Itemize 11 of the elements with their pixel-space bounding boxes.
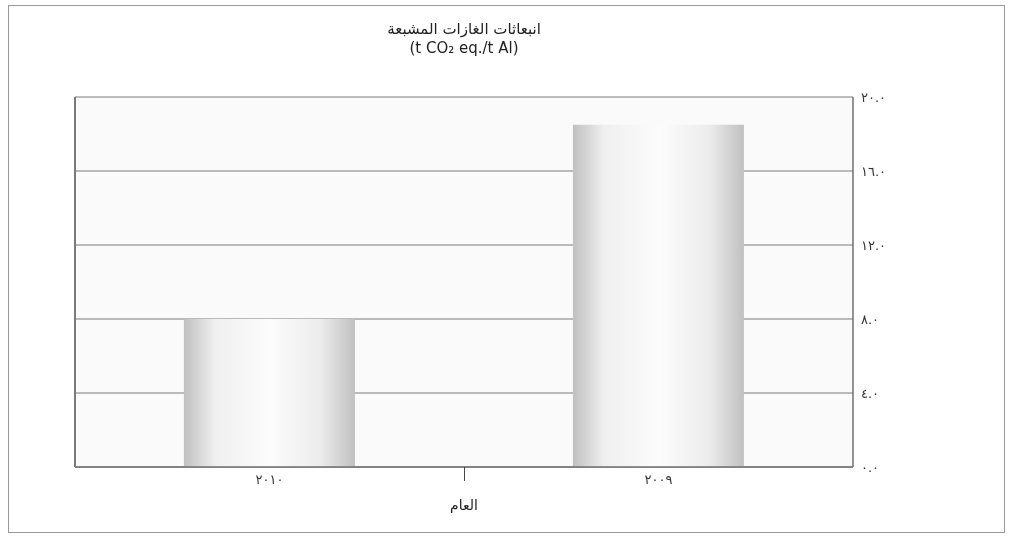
y-tick-label: ٨.٠ [861, 311, 880, 327]
y-tick-label: ٠.٠ [861, 459, 880, 475]
chart-title: انبعاثات الغازات المشبعة [386, 20, 542, 38]
y-tick-label: ١٦.٠ [861, 163, 887, 179]
x-tick-label: ٢٠٠٩ [644, 472, 673, 488]
y-tick-label: ٢٠.٠ [861, 89, 887, 105]
y-tick-label: ٤.٠ [861, 385, 880, 401]
x-axis-title: العام [449, 497, 479, 514]
chart-subtitle: (t CO₂ eq./t Al) [408, 39, 520, 57]
y-tick-label: ١٢.٠ [861, 237, 887, 253]
x-tick-label: ٢٠١٠ [255, 472, 284, 488]
